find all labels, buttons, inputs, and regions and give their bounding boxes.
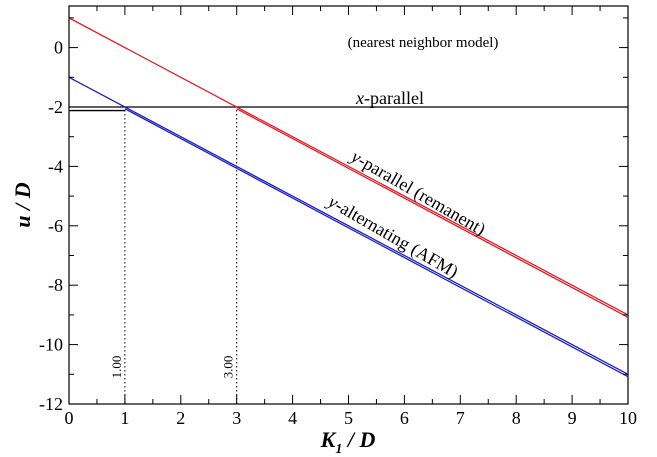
x-tick-label-10: 10 — [619, 408, 637, 428]
marks: 1.00 3.00 — [68, 17, 629, 404]
vline-label-0: 1.00 — [109, 356, 124, 379]
series-line-2 — [236, 108, 629, 318]
y-tick-label-0: 0 — [54, 38, 63, 58]
y-tick-label-5: -10 — [39, 335, 63, 355]
annotation-x-parallel-rest: -parallel — [364, 88, 424, 108]
x-tick-label-5: 5 — [344, 408, 353, 428]
x-tick-label-0: 0 — [65, 408, 74, 428]
ticks: 0 1 2 3 4 5 6 7 8 9 10 0 -2 -4 -6 -8 -10 -12 — [39, 6, 637, 428]
series-line-1 — [68, 17, 629, 316]
y-axis-title: u / D — [10, 182, 35, 227]
x-axis-title-sub: 1 — [335, 442, 342, 457]
x-axis-title-main: K — [320, 427, 337, 452]
x-tick-label-7: 7 — [456, 408, 465, 428]
y-tick-label-4: -8 — [48, 275, 63, 295]
x-axis-title: K1 / D — [320, 427, 376, 457]
y-tick-label-3: -6 — [48, 216, 63, 236]
y-tick-label-1: -2 — [48, 97, 63, 117]
annotation-x-parallel-italic: x — [355, 88, 364, 108]
x-tick-label-4: 4 — [288, 408, 297, 428]
x-tick-label-1: 1 — [120, 408, 129, 428]
series-line-3 — [68, 76, 629, 375]
vline-label-1: 3.00 — [221, 356, 236, 379]
y-tick-label-2: -4 — [48, 156, 63, 176]
series-line-4 — [124, 108, 629, 378]
x-tick-label-3: 3 — [232, 408, 241, 428]
x-tick-label-8: 8 — [512, 408, 521, 428]
note-label: (nearest neighbor model) — [348, 35, 499, 51]
x-tick-label-2: 2 — [176, 408, 185, 428]
annotation-x-parallel: x-parallel — [355, 88, 424, 108]
x-axis-title-rest: / D — [342, 427, 375, 452]
x-tick-label-9: 9 — [568, 408, 577, 428]
y-tick-label-6: -12 — [39, 394, 63, 414]
x-tick-label-6: 6 — [400, 408, 409, 428]
